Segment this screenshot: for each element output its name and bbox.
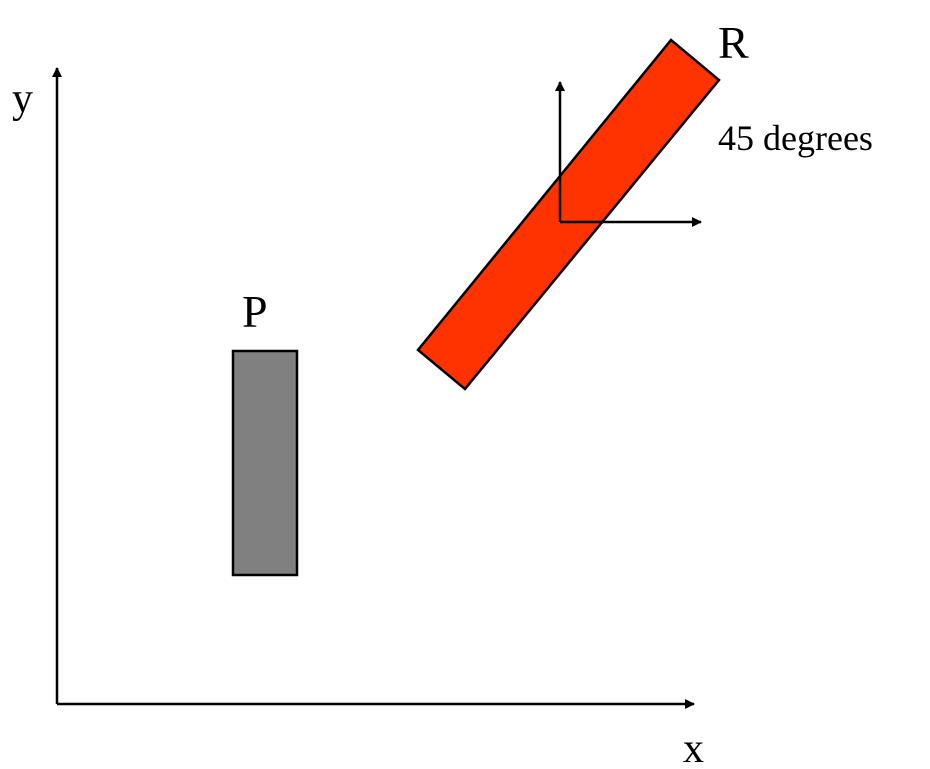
x-axis-label: x <box>683 726 704 769</box>
label-r: R <box>718 17 749 68</box>
rectangle-r <box>416 38 721 391</box>
rotation-angle-label: 45 degrees <box>718 118 873 158</box>
label-p: P <box>242 286 268 337</box>
rectangle-p <box>231 349 299 577</box>
y-axis-label: y <box>12 76 33 122</box>
